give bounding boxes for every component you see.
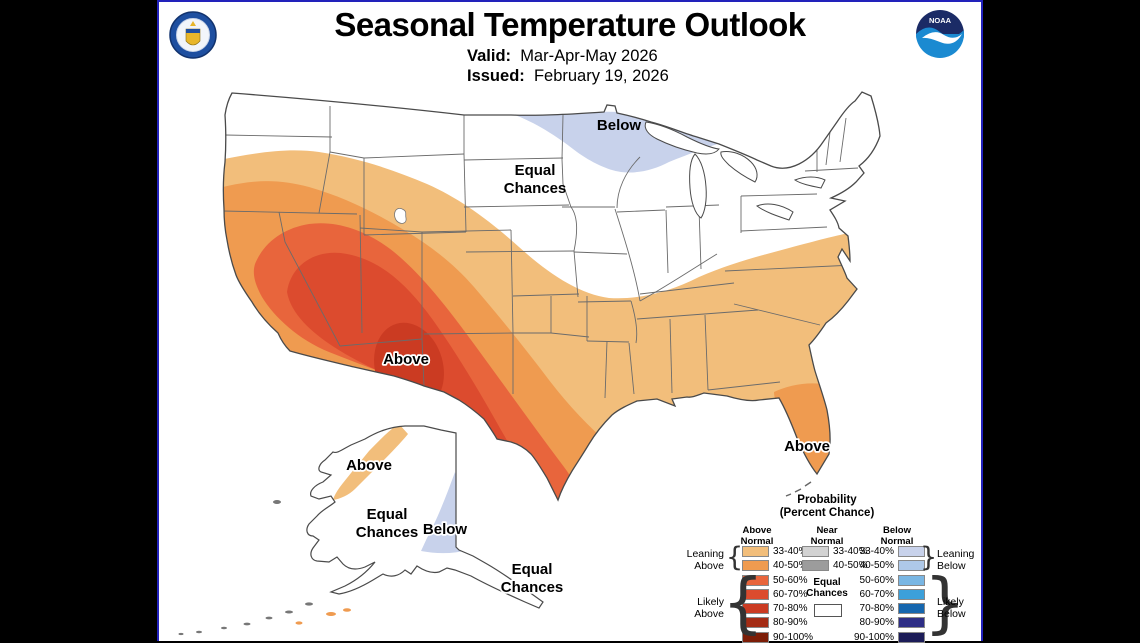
lake-huron [720,151,758,183]
label-conus-equal-1: Equal [515,162,556,179]
legend-row: 80-90% [852,617,925,629]
brace-likely-below: } [924,564,966,641]
legend-row: 40-50% [802,560,867,572]
legend: Probability (Percent Chance) Above Norma… [687,494,979,643]
legend-row: 40-50% [852,560,925,572]
issued-line: Issued: February 19, 2026 [467,66,669,86]
legend-row: 60-70% [742,588,813,600]
legend-swatch [898,546,925,557]
legend-swatch [742,560,769,572]
noaa-logo: NOAA [916,10,964,58]
legend-row: 50-60% [852,574,925,586]
legend-row: 70-80% [742,603,813,615]
lake-erie [755,203,794,221]
label-alaska-equal-1: Equal [367,506,408,523]
label-florida-above: Above [784,438,830,455]
legend-row: 33-40% [852,546,925,557]
outlook-map: Below Equal Chances Above Above Above Eq… [178,91,881,636]
label-conus-below: Below [597,117,642,134]
issued-value: February 19, 2026 [533,67,669,85]
label-conus-equal-2: Chances [504,180,567,197]
legend-swatch [898,631,925,643]
alaska-islet-orange [306,503,319,510]
legend-swatch [898,560,925,572]
valid-line: Valid: Mar-Apr-May 2026 [467,46,669,66]
legend-swatch [898,603,925,615]
label-alaska-se-equal-2: Chances [501,579,564,596]
validity-lines: Valid: Mar-Apr-May 2026 Issued: February… [467,46,669,86]
legend-near-rows: 33-40% 40-50% [802,546,867,572]
map-labels: Below Equal Chances Above Above Above Eq… [344,117,831,598]
florida-above-40-50-band [774,383,833,476]
brace-leaning-below: } [920,542,938,573]
legend-row: 60-70% [852,588,925,600]
legend-swatch [898,574,925,586]
legend-swatch [742,546,769,557]
legend-row: 70-80% [852,603,925,615]
legend-swatch [742,574,769,586]
outlook-panel: NOAA Seasonal Temperature Outlook Valid:… [157,0,983,643]
brace-likely-above: { [722,564,764,641]
legend-row: 40-50% [742,560,813,572]
label-conus-above: Above [383,351,429,368]
legend-above-rows: 33-40% 40-50% 50-60% 60-70% 70-80% 80-90… [742,546,813,643]
lake-superior [644,121,720,155]
great-salt-lake [394,208,407,224]
label-leaning-above: Leaning Above [686,548,724,572]
label-alaska-equal-2: Chances [356,524,419,541]
legend-row: 50-60% [742,574,813,586]
florida-keys [785,481,812,497]
conus-region [222,91,881,501]
legend-row: 33-40% [802,546,867,557]
issued-label: Issued: [467,67,525,85]
legend-swatch [802,560,829,572]
doc-logo [169,11,217,59]
great-lakes [644,121,826,221]
legend-title-2: (Percent Chance) [779,507,875,519]
lake-michigan [689,153,707,219]
label-alaska-se-equal-1: Equal [512,561,553,578]
legend-swatch [898,588,925,600]
legend-swatch [898,617,925,629]
legend-equal-chances-label: Equal Chances [806,577,848,599]
aleutian-above-specks [295,608,351,625]
label-likely-above: Likely Above [694,596,724,620]
legend-below-rows: 33-40% 40-50% 50-60% 60-70% 70-80% 80-90… [852,546,925,643]
state-borders [223,106,859,399]
valid-value: Mar-Apr-May 2026 [520,47,658,65]
legend-row: 90-100% [852,631,925,643]
legend-row: 80-90% [742,617,813,629]
legend-row: 33-40% [742,546,813,557]
aleutian-islands [178,500,313,636]
legend-swatch [742,617,769,629]
legend-near-header: Near Normal [810,525,844,547]
legend-title-1: Probability [797,494,857,506]
valid-label: Valid: [467,47,512,65]
legend-below-header: Below Normal [880,525,914,547]
alaska-above-band [333,426,408,500]
legend-above-header: Above Normal [740,525,774,547]
page-title: Seasonal Temperature Outlook [334,6,806,43]
label-likely-below: Likely Below [937,596,966,620]
brace-leaning-above: { [726,542,744,573]
label-alaska-above: Above [346,457,392,474]
legend-swatch [742,588,769,600]
noaa-logo-text: NOAA [929,16,952,25]
lake-ontario [793,176,826,189]
legend-swatch [802,546,829,557]
label-alaska-below: Below [423,521,468,538]
legend-equal-chances-swatch [814,604,842,617]
label-leaning-below: Leaning Below [937,548,975,572]
legend-swatch [742,603,769,615]
